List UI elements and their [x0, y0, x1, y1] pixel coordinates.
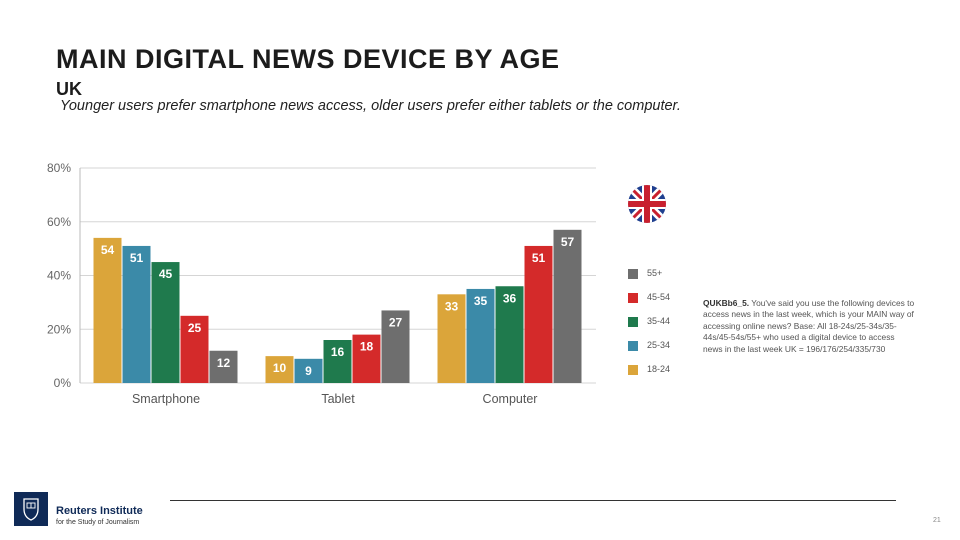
legend-swatch [628, 293, 638, 303]
legend-swatch [628, 269, 638, 279]
bar-value-label: 18 [360, 340, 374, 354]
bar-value-label: 54 [101, 243, 115, 257]
bar-value-label: 27 [389, 315, 403, 329]
slide-description: Younger users prefer smartphone news acc… [60, 98, 681, 114]
bar [151, 262, 180, 383]
bar-value-label: 25 [188, 321, 202, 335]
y-tick-label: 60% [47, 215, 71, 229]
bar-chart: 0% 20% 40% 60% 80% 54 51 45 25 12 Smartphone 10 9 16 1… [47, 161, 596, 406]
legend-label: 35-44 [647, 316, 671, 326]
survey-question-id: QUKBb6_5. [703, 298, 750, 308]
bar [466, 288, 495, 383]
legend-label: 25-34 [647, 340, 671, 350]
slide-subtitle: UK [56, 79, 82, 99]
bar-value-label: 10 [273, 361, 287, 375]
slide-title: MAIN DIGITAL NEWS DEVICE BY AGE [56, 44, 560, 74]
bar-value-label: 12 [217, 356, 231, 370]
legend-label: 45-54 [647, 292, 671, 302]
bar-value-label: 36 [503, 291, 517, 305]
legend-swatch [628, 365, 638, 375]
bar [553, 229, 582, 383]
brand-tagline: for the Study of Journalism [56, 519, 140, 526]
page-number: 21 [933, 517, 941, 524]
uk-flag-icon [628, 185, 666, 223]
survey-question-text: You've said you use the following device… [703, 298, 915, 354]
x-category-label: Computer [483, 392, 538, 406]
footer-divider [170, 500, 896, 501]
bar-value-label: 35 [474, 294, 488, 308]
legend-swatch [628, 341, 638, 351]
bar [495, 286, 524, 383]
bar [323, 340, 352, 383]
x-category-label: Smartphone [132, 392, 200, 406]
x-category-label: Tablet [321, 392, 355, 406]
y-tick-label: 0% [54, 376, 72, 390]
brand-name: Reuters Institute [56, 505, 143, 517]
bar-value-label: 57 [561, 235, 575, 249]
bar [265, 356, 294, 383]
bar-value-label: 45 [159, 267, 173, 281]
bar-value-label: 51 [532, 251, 546, 265]
bar [209, 350, 238, 383]
legend-label: 18-24 [647, 364, 671, 374]
bar [381, 310, 410, 383]
y-tick-label: 40% [47, 269, 71, 283]
bar-value-label: 51 [130, 251, 144, 265]
legend-swatch [628, 317, 638, 327]
bar [93, 237, 122, 383]
bar [180, 315, 209, 383]
bar [437, 294, 466, 383]
legend-label: 55+ [647, 268, 663, 278]
bar-value-label: 33 [445, 299, 459, 313]
y-tick-label: 80% [47, 161, 71, 175]
bar-value-label: 16 [331, 345, 345, 359]
bar [122, 245, 151, 383]
y-tick-label: 20% [47, 322, 71, 336]
bar [524, 245, 553, 383]
bar [294, 358, 323, 383]
bar-value-label: 9 [305, 364, 312, 378]
bar [352, 334, 381, 383]
survey-note: QUKBb6_5. You've said you use the follow… [703, 298, 915, 355]
oxford-crest-icon [14, 492, 48, 526]
